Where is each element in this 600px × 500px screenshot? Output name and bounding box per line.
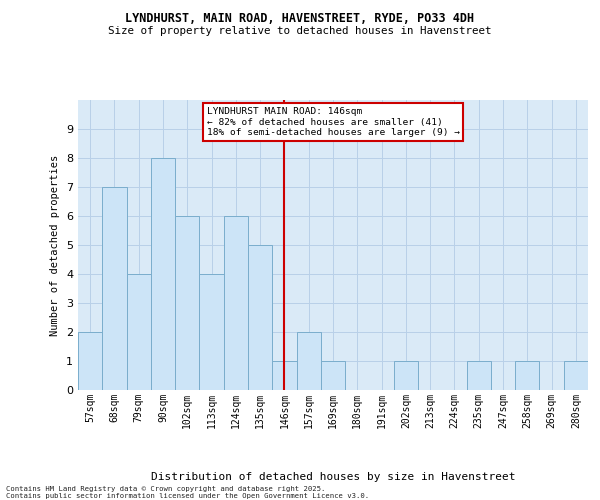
Bar [272,361,296,390]
Text: LYNDHURST, MAIN ROAD, HAVENSTREET, RYDE, PO33 4DH: LYNDHURST, MAIN ROAD, HAVENSTREET, RYDE,… [125,12,475,26]
Bar [394,361,418,390]
Bar [78,332,102,390]
Bar [248,245,272,390]
Bar [199,274,224,390]
Bar [467,361,491,390]
Bar [515,361,539,390]
Bar [321,361,345,390]
Text: Size of property relative to detached houses in Havenstreet: Size of property relative to detached ho… [108,26,492,36]
Text: LYNDHURST MAIN ROAD: 146sqm
← 82% of detached houses are smaller (41)
18% of sem: LYNDHURST MAIN ROAD: 146sqm ← 82% of det… [207,108,460,137]
Text: Contains HM Land Registry data © Crown copyright and database right 2025.
Contai: Contains HM Land Registry data © Crown c… [6,486,369,499]
Bar [127,274,151,390]
Bar [296,332,321,390]
Bar [102,187,127,390]
Bar [224,216,248,390]
Bar [175,216,199,390]
Bar [564,361,588,390]
Y-axis label: Number of detached properties: Number of detached properties [50,154,61,336]
Bar [151,158,175,390]
Text: Distribution of detached houses by size in Havenstreet: Distribution of detached houses by size … [151,472,515,482]
